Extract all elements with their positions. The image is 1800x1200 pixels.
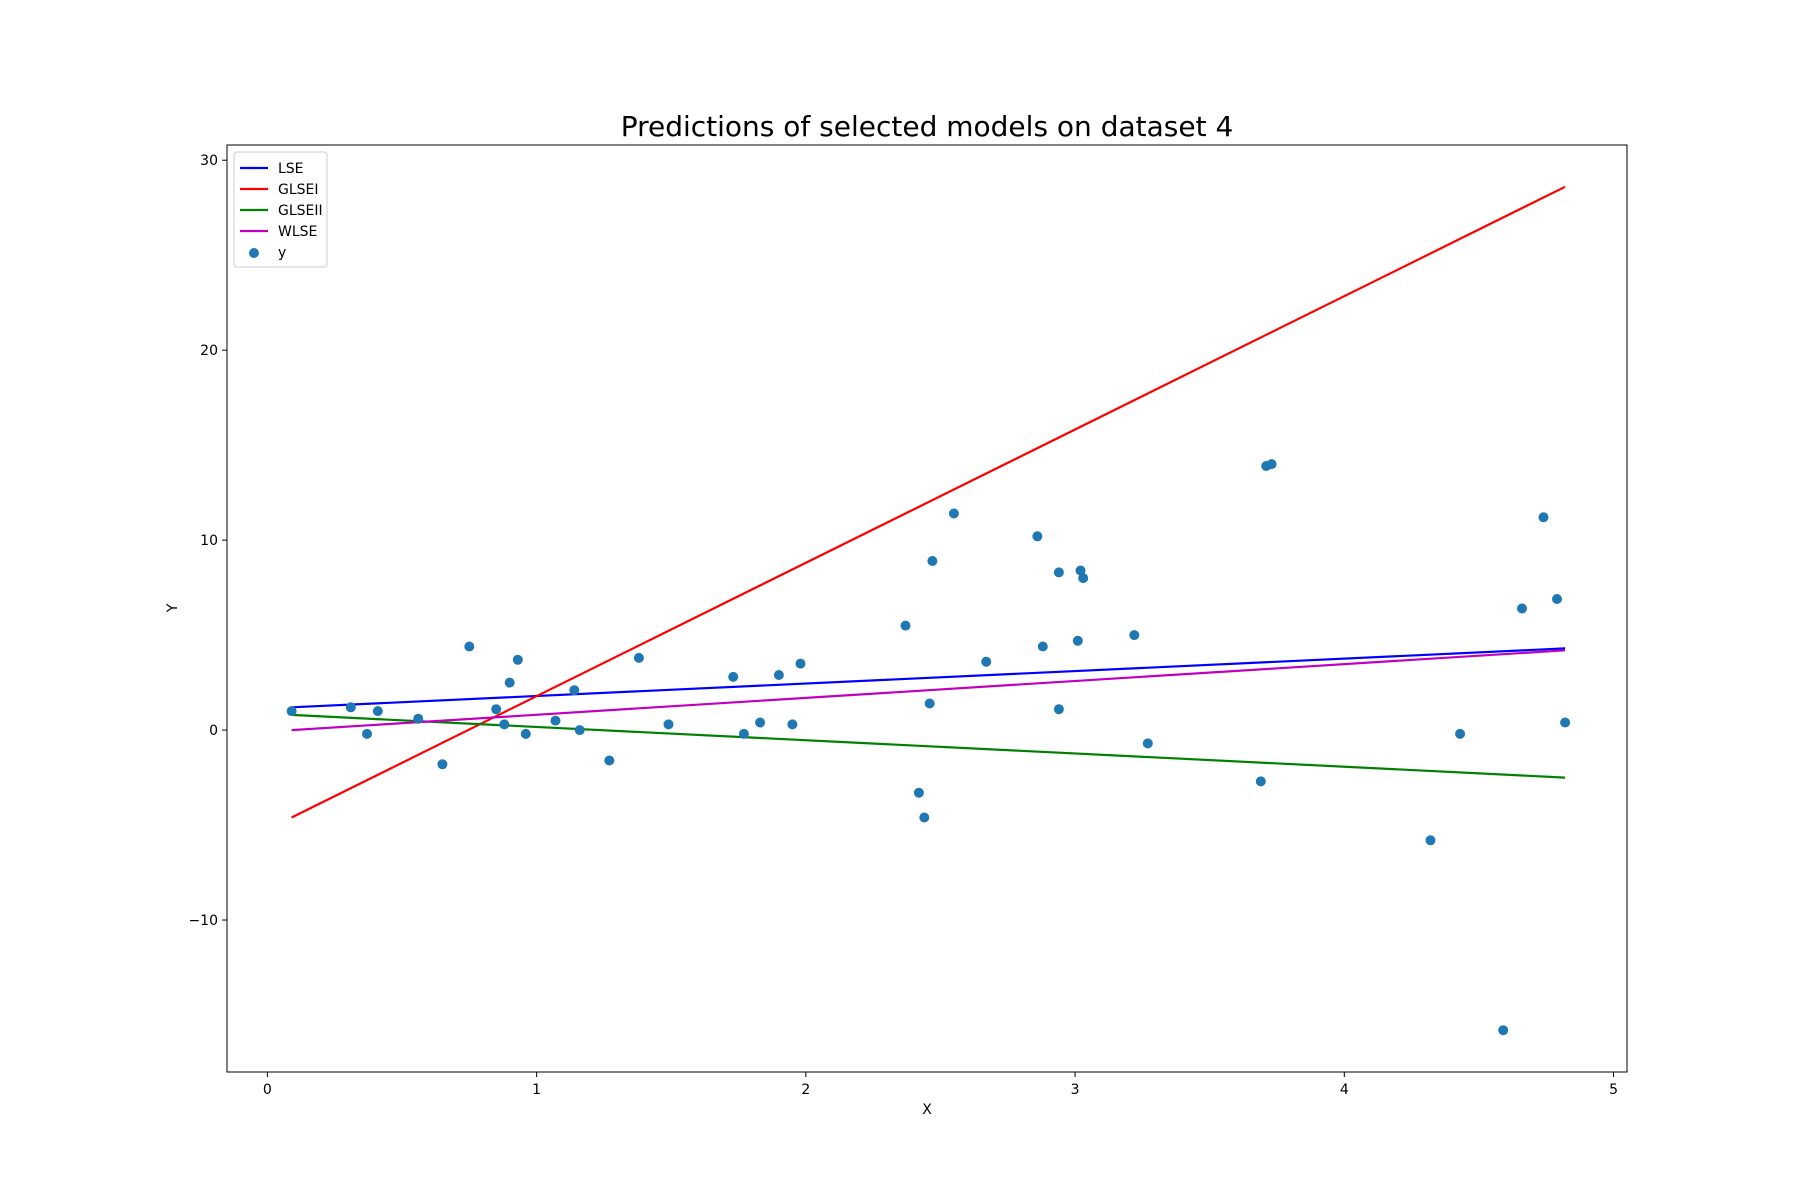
scatter-point xyxy=(1053,567,1064,578)
plot-background xyxy=(227,145,1627,1072)
x-tick-label: 3 xyxy=(1071,1082,1080,1098)
scatter-point xyxy=(924,698,935,709)
x-tick-label: 4 xyxy=(1340,1082,1349,1098)
scatter-point xyxy=(913,787,924,798)
scatter-point xyxy=(1455,728,1466,739)
x-tick-label: 0 xyxy=(263,1082,272,1098)
scatter-point xyxy=(1266,459,1277,470)
x-axis-ticks: 0 1 2 3 4 5 xyxy=(263,1072,1618,1098)
scatter-point xyxy=(981,656,992,667)
scatter-point xyxy=(512,654,523,665)
x-tick-label: 5 xyxy=(1609,1082,1618,1098)
scatter-point xyxy=(1560,717,1571,728)
scatter-point xyxy=(362,728,372,739)
x-tick-label: 1 xyxy=(532,1082,541,1098)
scatter-point xyxy=(1053,704,1064,715)
legend-marker-y xyxy=(249,248,259,258)
scatter-point xyxy=(919,812,930,823)
scatter-point xyxy=(728,671,739,682)
scatter-point xyxy=(286,706,297,717)
legend-label: WLSE xyxy=(278,224,317,240)
plot-area xyxy=(226,144,1628,1073)
y-axis-label: Y xyxy=(165,603,181,613)
scatter-point xyxy=(633,652,644,663)
scatter-point xyxy=(464,641,475,652)
legend-label: GLSEII xyxy=(278,203,323,219)
scatter-point xyxy=(755,717,766,728)
scatter-point xyxy=(574,725,585,736)
chart-title: Predictions of selected models on datase… xyxy=(621,110,1234,143)
scatter-point xyxy=(1498,1025,1509,1036)
scatter-point xyxy=(795,658,806,669)
scatter-point xyxy=(491,704,502,715)
y-tick-label: −10 xyxy=(188,913,218,929)
legend-box xyxy=(233,151,328,268)
y-tick-label: 10 xyxy=(200,533,218,549)
scatter-point xyxy=(927,556,938,566)
scatter-point xyxy=(1072,635,1083,646)
scatter-point xyxy=(948,508,959,519)
scatter-point xyxy=(569,685,580,696)
scatter-point xyxy=(900,620,911,631)
scatter-point xyxy=(372,706,383,717)
scatter-point xyxy=(504,677,515,688)
scatter-point xyxy=(1075,565,1086,576)
scatter-point xyxy=(1037,641,1048,652)
scatter-point xyxy=(413,713,424,724)
scatter-point xyxy=(1078,573,1089,584)
plot-frame xyxy=(226,144,1628,1073)
x-tick-label: 2 xyxy=(801,1082,810,1098)
scatter-point xyxy=(345,702,356,713)
scatter-point xyxy=(499,719,510,730)
series-line-lse xyxy=(291,647,1566,709)
y-tick-label: 0 xyxy=(209,723,218,739)
scatter-point xyxy=(663,719,674,730)
legend: LSE GLSEI GLSEII WLSE y xyxy=(233,151,328,268)
scatter-point xyxy=(773,670,784,680)
scatter-point xyxy=(437,759,448,770)
legend-label: y xyxy=(278,245,286,261)
scatter-point xyxy=(520,728,531,739)
scatter-point xyxy=(1142,738,1153,749)
scatter-point xyxy=(1552,594,1562,604)
scatter-point xyxy=(1425,835,1436,846)
scatter-point xyxy=(604,755,615,766)
y-axis-ticks: −10 0 10 20 30 xyxy=(188,153,227,929)
series-line-glsei xyxy=(291,185,1566,819)
scatter-point xyxy=(787,719,798,730)
legend-label: LSE xyxy=(278,161,304,177)
scatter-point xyxy=(1517,603,1527,614)
scatter-point xyxy=(738,728,749,739)
scatter-points xyxy=(286,459,1571,1036)
y-tick-label: 30 xyxy=(200,153,218,169)
scatter-point xyxy=(1538,512,1549,523)
scatter-point xyxy=(1255,776,1266,787)
series-line-wlse xyxy=(291,649,1566,732)
y-tick-label: 20 xyxy=(200,343,218,359)
x-axis-label: X xyxy=(922,1102,932,1118)
scatter-point xyxy=(1129,630,1140,641)
scatter-point xyxy=(1032,531,1043,542)
legend-label: GLSEI xyxy=(278,182,319,198)
scatter-point xyxy=(550,715,561,726)
